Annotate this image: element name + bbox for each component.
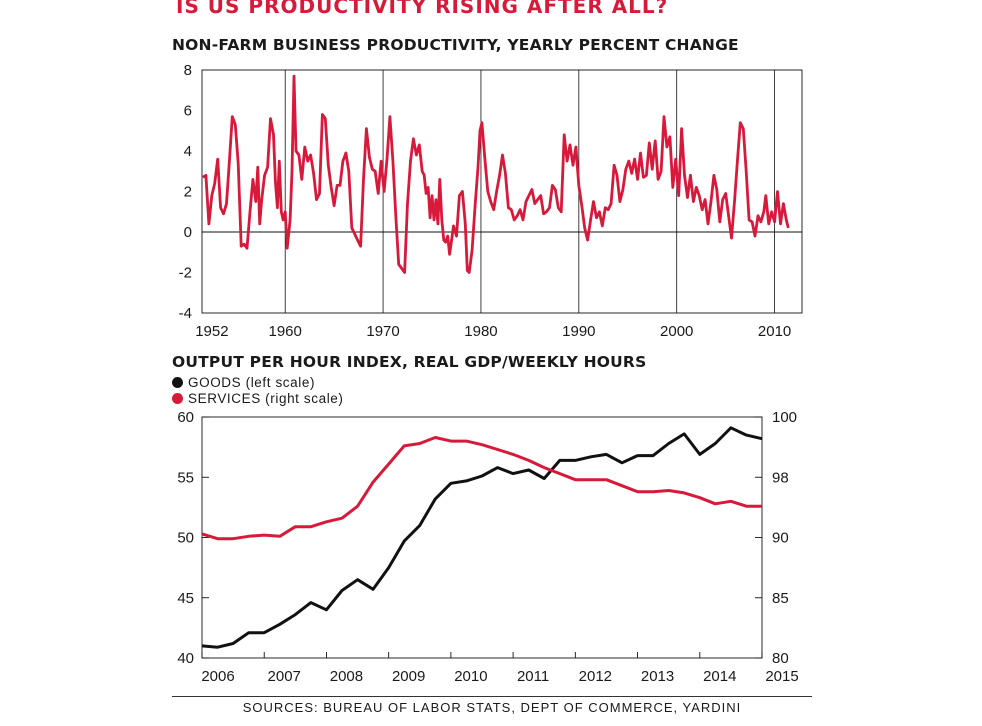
legend-goods-label: GOODS (left scale)	[188, 375, 316, 390]
legend-goods: GOODS (left scale)	[172, 375, 315, 390]
right-y-tick-label: 100	[772, 409, 797, 426]
headline: IS US PRODUCTIVITY RISING AFTER ALL?	[176, 0, 669, 18]
y-tick-label: 8	[184, 62, 192, 79]
source-divider	[172, 696, 812, 697]
chart1-title: NON-FARM BUSINESS PRODUCTIVITY, YEARLY P…	[172, 36, 739, 54]
x-tick-label: 2007	[268, 668, 301, 685]
series-line-goods	[201, 426, 763, 649]
legend-services-dot	[172, 393, 183, 404]
left-y-tick-label: 55	[177, 469, 194, 486]
x-tick-label: 1980	[464, 323, 497, 340]
x-tick-label: 1970	[366, 323, 399, 340]
y-tick-label: 0	[184, 224, 192, 241]
x-tick-label: 2010	[454, 668, 487, 685]
x-tick-label: 2012	[579, 668, 612, 685]
right-y-tick-label: 98	[772, 469, 789, 486]
series-line-productivity	[202, 74, 790, 274]
y-tick-label: 6	[184, 103, 192, 120]
legend-goods-dot	[172, 377, 183, 388]
x-tick-label: 1952	[195, 323, 228, 340]
y-tick-label: 4	[184, 143, 192, 160]
y-tick-label: -4	[179, 305, 192, 322]
x-tick-label: 2013	[641, 668, 674, 685]
x-tick-label: 2008	[330, 668, 363, 685]
x-tick-label: 2015	[765, 668, 798, 685]
left-y-tick-label: 50	[177, 530, 194, 547]
right-y-tick-label: 85	[772, 590, 789, 607]
x-tick-label: 1960	[269, 323, 302, 340]
output-per-hour-chart: 60 55 50 45 40 100 98 90 85 80 2006 2007 2008 2009 201…	[177, 409, 798, 685]
chart2-title: OUTPUT PER HOUR INDEX, REAL GDP/WEEKLY H…	[172, 353, 647, 371]
series-line-services	[201, 436, 762, 541]
x-tick-label: 2014	[703, 668, 736, 685]
right-y-tick-label: 90	[772, 530, 789, 547]
y-tick-label: 2	[184, 184, 192, 201]
left-y-tick-label: 45	[177, 590, 194, 607]
legend-services: SERVICES (right scale)	[172, 391, 344, 406]
plot-frame	[201, 69, 803, 314]
x-tick-label: 2009	[392, 668, 425, 685]
left-y-tick-label: 40	[177, 650, 194, 667]
x-tick-label: 2010	[758, 323, 791, 340]
source-note: SOURCES: BUREAU OF LABOR STATS, DEPT OF …	[242, 700, 742, 715]
x-tick-label: 1990	[562, 323, 595, 340]
right-y-tick-label: 80	[772, 650, 789, 667]
y-tick-label: -2	[179, 265, 192, 282]
x-tick-label: 2011	[517, 668, 549, 685]
x-tick-label: 2006	[201, 668, 234, 685]
legend-services-label: SERVICES (right scale)	[188, 391, 344, 406]
left-y-tick-label: 60	[177, 409, 194, 426]
x-tick-label: 2000	[660, 323, 693, 340]
